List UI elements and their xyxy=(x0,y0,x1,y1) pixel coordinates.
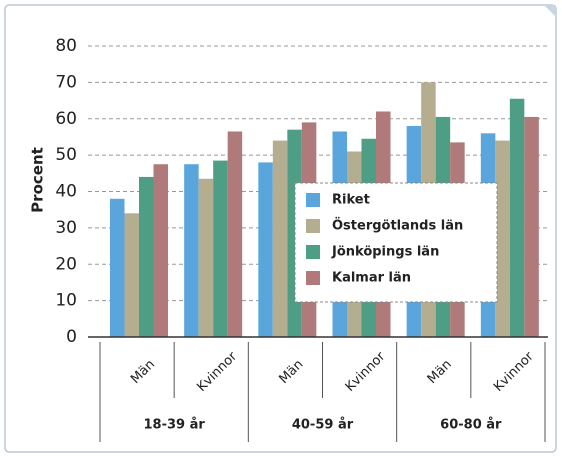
y-tick-label: 70 xyxy=(55,72,77,92)
bar xyxy=(213,160,228,337)
legend-swatch xyxy=(306,271,320,285)
bar xyxy=(124,213,139,337)
y-tick-label: 50 xyxy=(55,145,77,165)
bar xyxy=(258,162,273,337)
y-tick-label: 40 xyxy=(55,182,77,202)
bar xyxy=(227,131,243,337)
y-tick-label: 20 xyxy=(55,254,77,274)
bar xyxy=(198,178,214,337)
bar xyxy=(509,98,525,338)
y-tick-label: 10 xyxy=(55,291,77,311)
group-label: 18-39 år xyxy=(144,418,206,433)
legend-box xyxy=(294,182,498,303)
bar xyxy=(110,198,125,337)
y-tick-label: 0 xyxy=(66,327,77,347)
corner xyxy=(544,5,556,17)
y-tick-label: 80 xyxy=(55,36,77,56)
y-tick-label: 30 xyxy=(55,218,77,238)
bar xyxy=(184,164,199,337)
y-axis-title: Procent xyxy=(29,147,47,213)
bar xyxy=(495,140,510,337)
legend-label: Östergötlands län xyxy=(332,218,463,234)
group-label: 60-80 år xyxy=(440,418,502,433)
legend-swatch xyxy=(306,193,320,207)
legend-label: Riket xyxy=(332,193,370,208)
legend-label: Kalmar län xyxy=(332,271,411,286)
bar xyxy=(139,176,154,337)
legend: Riket Östergötlands län Jönköpings län Kalm… xyxy=(294,182,498,303)
group-label: 40-59 år xyxy=(292,418,354,433)
bar xyxy=(524,116,539,338)
legend-swatch xyxy=(306,219,320,233)
bar xyxy=(272,140,288,337)
legend-label: Jönköpings län xyxy=(331,245,439,260)
bar xyxy=(153,164,168,337)
y-tick-label: 60 xyxy=(55,109,77,129)
legend-swatch xyxy=(306,245,320,259)
